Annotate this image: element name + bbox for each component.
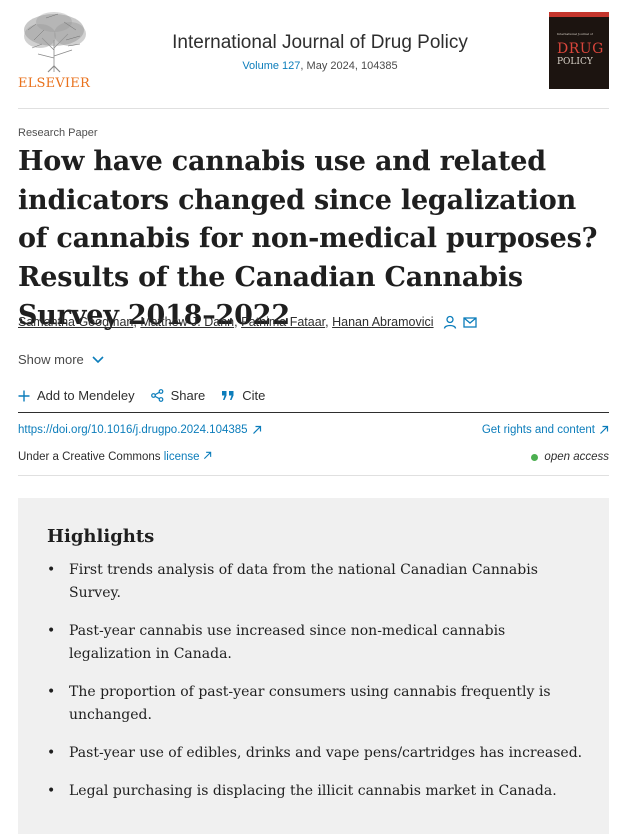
author-link[interactable]: Hanan Abramovici — [332, 315, 434, 329]
bullet-icon: • — [47, 783, 56, 799]
journal-title[interactable]: International Journal of Drug Policy — [172, 32, 468, 53]
journal-info: International Journal of Drug Policy Vol… — [150, 32, 490, 72]
highlight-item: • The proportion of past-year consumers u… — [47, 681, 585, 727]
license-link[interactable]: license — [164, 451, 212, 463]
highlight-item: • Past-year cannabis use increased since … — [47, 620, 585, 666]
highlight-text: Past-year cannabis use increased since n… — [69, 623, 506, 662]
highlight-text: The proportion of past-year consumers us… — [69, 684, 551, 723]
highlight-item: • First trends analysis of data from the … — [47, 559, 585, 605]
highlight-text: Past-year use of edibles, drinks and vap… — [69, 745, 583, 761]
license-prefix: Under a Creative Commons — [18, 451, 164, 463]
tree-icon — [24, 12, 86, 73]
external-link-icon — [252, 425, 261, 434]
article-actions: Add to Mendeley Share Cite — [18, 388, 265, 403]
bullet-icon: • — [47, 745, 56, 761]
cover-line1: International Journal of — [557, 32, 593, 36]
open-access-dot — [531, 453, 539, 461]
highlight-item: • Legal purchasing is displacing the illi… — [47, 780, 585, 803]
volume-link[interactable]: Volume 127 — [242, 60, 301, 72]
show-more-button[interactable]: Show more — [18, 352, 104, 367]
journal-issue: Volume 127, May 2024, 104385 — [150, 60, 490, 72]
external-link-icon — [203, 451, 211, 460]
bullet-icon: • — [47, 623, 56, 639]
highlight-text: Legal purchasing is displacing the illic… — [69, 783, 557, 799]
doi-link[interactable]: https://doi.org/10.1016/j.drugpo.2024.10… — [18, 424, 262, 436]
rights-link[interactable]: Get rights and content — [482, 424, 609, 436]
mendeley-label: Add to Mendeley — [37, 388, 135, 403]
cover-line2: DRUG — [557, 41, 604, 57]
author-link[interactable]: Matthew J. Dann — [140, 315, 235, 329]
person-icon[interactable] — [443, 315, 457, 329]
email-icon[interactable] — [463, 315, 477, 329]
license-info: Under a Creative Commons license — [18, 451, 212, 463]
share-icon — [150, 389, 163, 402]
author-link[interactable]: Samantha Goodman — [18, 315, 134, 329]
share-label: Share — [170, 388, 206, 403]
rights-text: Get rights and content — [481, 424, 595, 436]
doi-row: https://doi.org/10.1016/j.drugpo.2024.10… — [18, 424, 609, 436]
quote-icon — [222, 390, 234, 400]
bullet-icon: • — [47, 562, 56, 578]
open-access-badge: open access — [531, 451, 609, 463]
highlights-title: Highlights — [47, 526, 155, 547]
highlights-box: Highlights • First trends analysis of dat… — [18, 498, 609, 834]
share-button[interactable]: Share — [150, 388, 206, 403]
highlight-item: • Past-year use of edibles, drinks and va… — [47, 742, 585, 765]
highlight-text: First trends analysis of data from the n… — [69, 562, 538, 601]
journal-header: ELSEVIER International Journal of Drug P… — [0, 0, 619, 108]
open-access-label: open access — [544, 451, 609, 463]
cite-button[interactable]: Cite — [221, 388, 265, 403]
author-link[interactable]: Fathima Fataar — [241, 315, 326, 329]
plus-icon — [18, 390, 30, 401]
article-title: How have cannabis use and related indica… — [18, 146, 598, 331]
show-more-label: Show more — [18, 352, 84, 367]
highlights-list: • First trends analysis of data from the … — [47, 559, 585, 803]
add-to-mendeley-button[interactable]: Add to Mendeley — [18, 388, 135, 403]
chevron-down-icon — [92, 355, 104, 363]
issue-details: , May 2024, 104385 — [300, 60, 398, 72]
author-list: Samantha Goodman, Matthew J. Dann, Fathi… — [18, 315, 477, 329]
license-row: Under a Creative Commons license open ac… — [18, 451, 609, 463]
publisher-name: ELSEVIER — [18, 76, 90, 91]
license-link-text: license — [163, 451, 200, 463]
bullet-icon: • — [47, 684, 56, 700]
elsevier-logo[interactable]: ELSEVIER — [18, 10, 90, 92]
cover-line3: POLICY — [557, 57, 593, 67]
cover-stripe — [549, 12, 609, 17]
actions-divider — [18, 412, 609, 413]
meta-divider — [18, 475, 609, 476]
cite-label: Cite — [242, 388, 266, 403]
article-type: Research Paper — [18, 127, 98, 139]
external-link-icon — [600, 425, 609, 434]
journal-cover[interactable]: International Journal of DRUG POLICY — [549, 12, 609, 89]
doi-text: https://doi.org/10.1016/j.drugpo.2024.10… — [18, 424, 248, 436]
header-divider — [18, 108, 609, 109]
